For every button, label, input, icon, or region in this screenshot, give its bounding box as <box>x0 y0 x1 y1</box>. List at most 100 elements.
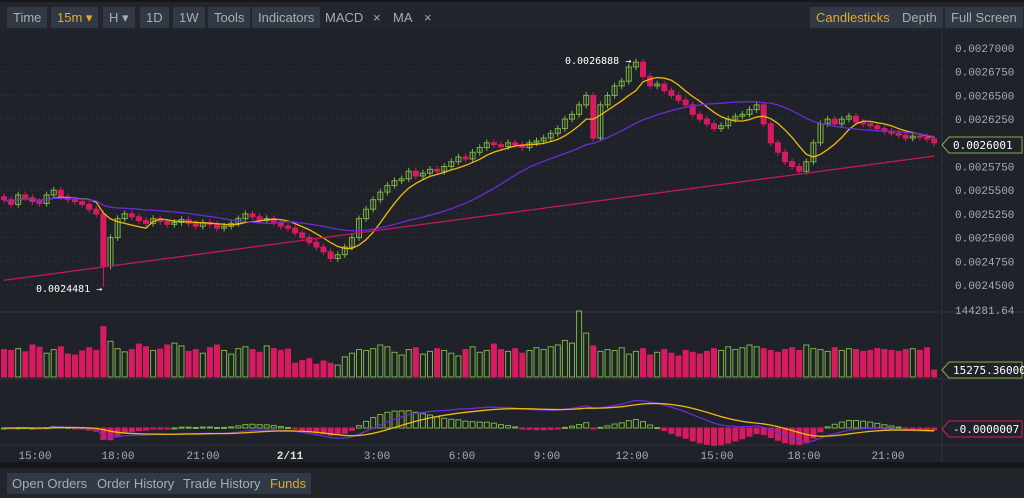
volume-bar <box>682 349 689 378</box>
time-tick-label: 21:00 <box>186 451 219 463</box>
volume-bar <box>881 349 888 378</box>
macd-histogram-bar <box>462 420 469 429</box>
candle-down <box>490 142 497 146</box>
fullscreen-button[interactable]: Full Screen <box>945 7 1023 28</box>
time-tick-label: 12:00 <box>615 451 648 463</box>
candle-up <box>469 151 476 160</box>
macd-histogram-bar <box>668 427 675 434</box>
volume-bar <box>327 362 334 378</box>
macd-histogram-bar <box>427 414 433 429</box>
volume-bar <box>654 351 661 378</box>
candle-up <box>370 199 377 210</box>
volume-bar <box>292 362 299 378</box>
caret-down-icon: ▾ <box>85 10 93 25</box>
candle-down <box>100 213 107 267</box>
candle-up <box>569 113 575 120</box>
macd-histogram-bar <box>235 425 242 429</box>
candle-down <box>1 196 7 201</box>
volume-bar <box>711 348 717 378</box>
price-chart[interactable]: 0.0027000 0.0026750 0.0026500 0.0026250 0.00… <box>0 30 1024 468</box>
h-dropdown[interactable]: H ▾ <box>103 7 135 28</box>
tab-trade-history[interactable]: Trade History <box>178 473 266 494</box>
price-tick-label: 0.0026250 <box>955 115 1014 127</box>
1d-button[interactable]: 1D <box>140 7 169 28</box>
volume-bar <box>561 339 568 378</box>
volume-bar <box>689 351 696 378</box>
volume-bar <box>895 350 902 378</box>
volume-bar <box>547 346 554 378</box>
candle-up <box>718 125 725 130</box>
time-tick-label: 21:00 <box>871 451 904 463</box>
candle-up <box>746 109 753 115</box>
tab-funds[interactable]: Funds <box>265 473 312 494</box>
volume-bar <box>441 349 448 378</box>
volume-bar <box>348 352 355 378</box>
volume-bar <box>72 354 78 378</box>
candle-up <box>242 213 249 220</box>
ma-indicator-label: MA <box>393 10 413 25</box>
volume-bar <box>618 347 625 378</box>
candle-down <box>895 132 902 136</box>
macd-histogram-bar <box>128 427 135 432</box>
volume-bar <box>285 348 291 378</box>
macd-histogram-bar <box>767 427 774 438</box>
candle-down <box>462 156 469 160</box>
tab-order-history[interactable]: Order History <box>92 473 180 494</box>
volume-bar <box>356 349 362 378</box>
candle-up <box>363 208 370 220</box>
candle-up <box>803 161 810 172</box>
macd-histogram-bar <box>746 427 753 437</box>
macd-histogram-bar <box>640 421 646 429</box>
remove-ma-icon[interactable]: × <box>424 10 432 25</box>
macd-histogram-bar <box>277 426 284 429</box>
volume-bar <box>469 346 476 378</box>
macd-histogram-bar <box>398 410 405 429</box>
volume-bar <box>164 344 171 378</box>
indicators-button[interactable]: Indicators <box>252 7 321 28</box>
volume-bar <box>817 349 824 378</box>
macd-histogram-bar <box>909 427 916 430</box>
time-button[interactable]: Time <box>7 7 48 28</box>
macd-histogram-bar <box>902 427 909 430</box>
candlesticks-button[interactable]: Candlesticks <box>810 7 896 28</box>
time-tick-label: 2/11 <box>277 451 304 463</box>
macd-histogram-bar <box>334 427 341 436</box>
depth-button[interactable]: Depth <box>896 7 943 28</box>
volume-bar <box>576 310 583 378</box>
tab-open-orders[interactable]: Open Orders <box>7 473 93 494</box>
candle-down <box>79 201 86 205</box>
remove-macd-icon[interactable]: × <box>373 10 381 25</box>
interval-dropdown[interactable]: 15m ▾ <box>51 7 99 28</box>
macd-histogram-bar <box>845 419 852 429</box>
last-volume-label: 15275.36000 <box>953 364 1024 377</box>
price-tick-label: 0.0027000 <box>955 44 1014 56</box>
candle-up <box>845 115 852 120</box>
volume-bar <box>803 344 810 378</box>
volume-bar <box>64 353 71 378</box>
1w-button[interactable]: 1W <box>173 7 205 28</box>
volume-bar <box>128 349 135 378</box>
time-tick-label: 15:00 <box>18 451 51 463</box>
candle-down <box>192 222 199 227</box>
macd-histogram-bar <box>689 427 696 442</box>
tools-button[interactable]: Tools <box>208 7 251 28</box>
price-tick-label: 0.0026500 <box>955 91 1014 103</box>
macd-histogram-bar <box>178 426 185 429</box>
candle-down <box>135 216 142 222</box>
macd-histogram-bar <box>682 427 689 439</box>
macd-histogram-bar <box>377 414 384 429</box>
volume-bar <box>838 349 845 378</box>
macd-histogram-bar <box>206 426 213 429</box>
macd-histogram-bar <box>576 424 583 429</box>
candle-down <box>767 123 774 144</box>
candle-up <box>441 166 448 172</box>
candle-down <box>931 138 938 144</box>
candle-down <box>874 125 881 130</box>
volume-bar <box>767 349 774 378</box>
volume-bar <box>533 347 540 378</box>
volume-bar <box>590 345 597 378</box>
macd-histogram-bar <box>476 421 483 429</box>
macd-histogram-bar <box>135 427 142 432</box>
candle-down <box>93 208 100 215</box>
candle-up <box>632 61 639 68</box>
